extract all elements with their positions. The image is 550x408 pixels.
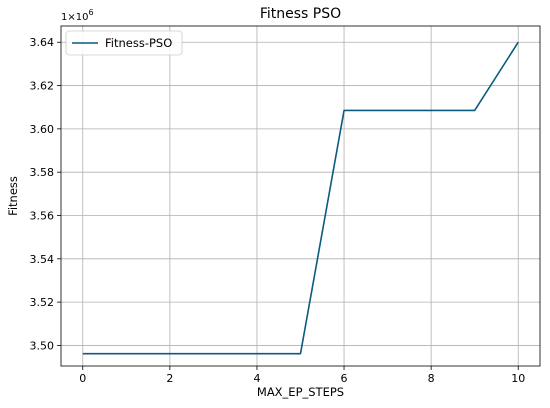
y-axis-label: Fitness xyxy=(6,176,20,216)
grid-lines xyxy=(61,26,540,366)
x-tick-label: 6 xyxy=(341,372,348,385)
legend-label: Fitness-PSO xyxy=(105,36,172,50)
legend-box xyxy=(65,30,183,56)
y-tick-label: 3.64 xyxy=(30,36,55,49)
y-tick-label: 3.56 xyxy=(30,209,55,222)
y-tick-label: 3.60 xyxy=(30,123,55,136)
y-tick-label: 3.50 xyxy=(30,339,55,352)
y-axis-ticks: 3.50 3.52 3.54 3.56 3.58 3.60 3.62 3.64 xyxy=(30,36,61,352)
y-tick-label: 3.58 xyxy=(30,166,55,179)
y-tick-label: 3.52 xyxy=(30,296,55,309)
x-tick-label: 0 xyxy=(79,372,86,385)
y-tick-label: 3.54 xyxy=(30,253,55,266)
chart-title: Fitness PSO xyxy=(260,6,341,22)
legend: Fitness-PSO xyxy=(65,30,183,56)
x-axis-ticks: 0 2 4 6 8 10 xyxy=(79,366,525,385)
plot-area xyxy=(60,25,541,367)
x-tick-label: 10 xyxy=(511,372,525,385)
x-axis-label: MAX_EP_STEPS xyxy=(257,385,344,399)
x-tick-label: 8 xyxy=(428,372,435,385)
y-axis-offset-text: 1×106 xyxy=(61,8,94,23)
x-tick-label: 4 xyxy=(253,372,260,385)
x-tick-label: 2 xyxy=(166,372,173,385)
series-layer xyxy=(82,41,519,355)
series-line xyxy=(82,41,519,355)
y-tick-label: 3.62 xyxy=(30,80,55,93)
